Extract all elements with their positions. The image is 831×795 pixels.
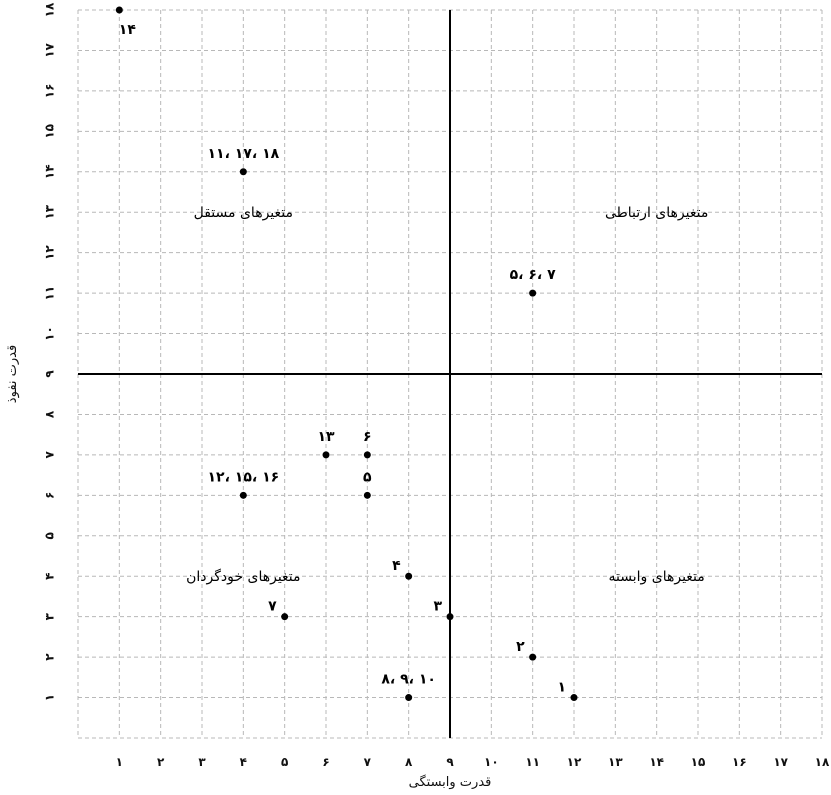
- y-tick-label: ۱۱: [43, 286, 57, 301]
- data-point: [529, 653, 537, 661]
- y-tick-label: ۱۶: [43, 84, 57, 99]
- x-tick-label: ۱: [116, 755, 123, 769]
- point-label: ۱۲، ۱۵، ۱۶: [208, 469, 280, 485]
- data-point: [446, 613, 454, 621]
- y-tick-label: ۹: [43, 370, 57, 378]
- quadrant-label: متغیرهای خودگردان: [186, 568, 300, 585]
- quadrant-label: متغیرهای ارتباطی: [605, 205, 708, 221]
- x-tick-label: ۵: [281, 755, 288, 769]
- data-point: [115, 6, 123, 14]
- data-point: [529, 289, 537, 297]
- x-tick-label: ۱۶: [732, 755, 747, 769]
- data-point: [239, 168, 247, 176]
- point-label: ۱۱، ۱۷، ۱۸: [208, 146, 280, 162]
- data-point: [405, 572, 413, 580]
- y-tick-label: ۲: [43, 653, 57, 661]
- x-tick-label: ۱۱: [525, 755, 540, 769]
- x-tick-label: ۱۲: [567, 755, 582, 769]
- data-point: [570, 694, 578, 702]
- y-tick-label: ۱۷: [43, 42, 57, 57]
- y-tick-label: ۱۸: [43, 2, 57, 17]
- point-label: ۳: [433, 599, 442, 615]
- x-tick-label: ۱۴: [649, 755, 664, 769]
- data-point: [239, 491, 247, 499]
- x-tick-label: ۹: [446, 755, 454, 769]
- y-axis-title: قدرت نفوذ: [5, 345, 20, 403]
- data-point: [322, 451, 330, 459]
- x-tick-label: ۷: [364, 755, 372, 769]
- x-tick-label: ۸: [405, 755, 413, 769]
- y-tick-label: ۸: [43, 410, 57, 418]
- y-tick-label: ۴: [43, 573, 57, 580]
- point-label: ۱: [557, 680, 566, 696]
- y-tick-label: ۷: [43, 451, 57, 459]
- x-tick-label: ۲: [157, 755, 165, 769]
- x-tick-label: ۱۵: [691, 755, 706, 769]
- x-tick-label: ۱۳: [608, 755, 623, 769]
- quadrant-label: متغیرهای مستقل: [194, 205, 293, 221]
- y-tick-label: ۵: [43, 532, 57, 539]
- x-tick-label: ۳: [198, 755, 206, 769]
- y-tick-label: ۱۴: [43, 164, 57, 179]
- x-tick-label: ۱۷: [773, 755, 788, 769]
- y-tick-label: ۱۳: [43, 204, 57, 219]
- x-axis-title: قدرت وابستگی: [409, 774, 492, 790]
- x-tick-label: ۴: [240, 755, 247, 769]
- y-tick-label: ۶: [43, 492, 57, 499]
- data-point: [363, 451, 371, 459]
- point-label: ۲: [516, 639, 525, 655]
- point-label: ۵: [363, 469, 372, 485]
- y-tick-label: ۱: [43, 694, 57, 701]
- tick-labels: ۱ ۲ ۳ ۴ ۵ ۶ ۷ ۸ ۹ ۱۰ ۱۱ ۱۲ ۱۳ ۱۴ ۱۵ ۱۶ ۱۷ ۱۸۱۲۳۴۵۶۷۸۹۱۰۱۱…: [43, 2, 830, 769]
- y-tick-label: ۱۰: [43, 326, 57, 341]
- data-point: [363, 491, 371, 499]
- point-label: ۱۳: [317, 429, 335, 445]
- x-tick-label: ۱۸: [815, 755, 830, 769]
- data-point: [405, 694, 413, 702]
- point-label: ۴: [392, 558, 401, 574]
- point-label: ۵، ۶، ۷: [510, 267, 556, 283]
- y-tick-label: ۱۲: [43, 245, 57, 260]
- point-label: ۶: [363, 429, 372, 445]
- quadrant-labels: متغیرهای مستقل متغیرهای ارتباطی متغیرهای خ…: [186, 205, 708, 585]
- y-tick-label: ۱۵: [43, 124, 57, 139]
- data-points: ۱۴ ۱۱، ۱۷، ۱۸ ۵، ۶، ۷ ۱۳ ۶ ۱۲، ۱۵، ۱۶ ۵ ۴ ۷ ۳ ۲ ۱ ۸،…: [115, 6, 578, 702]
- point-label: ۷: [268, 599, 277, 615]
- data-point: [281, 613, 289, 621]
- x-tick-label: ۶: [322, 755, 329, 769]
- y-tick-label: ۳: [43, 612, 57, 620]
- quadrant-label: متغیرهای وابسته: [609, 569, 705, 585]
- x-tick-label: ۱۰: [484, 755, 499, 769]
- point-label: ۸، ۹، ۱۰: [381, 672, 436, 688]
- quadrant-dividers: [78, 10, 822, 738]
- point-label: ۱۴: [119, 22, 137, 38]
